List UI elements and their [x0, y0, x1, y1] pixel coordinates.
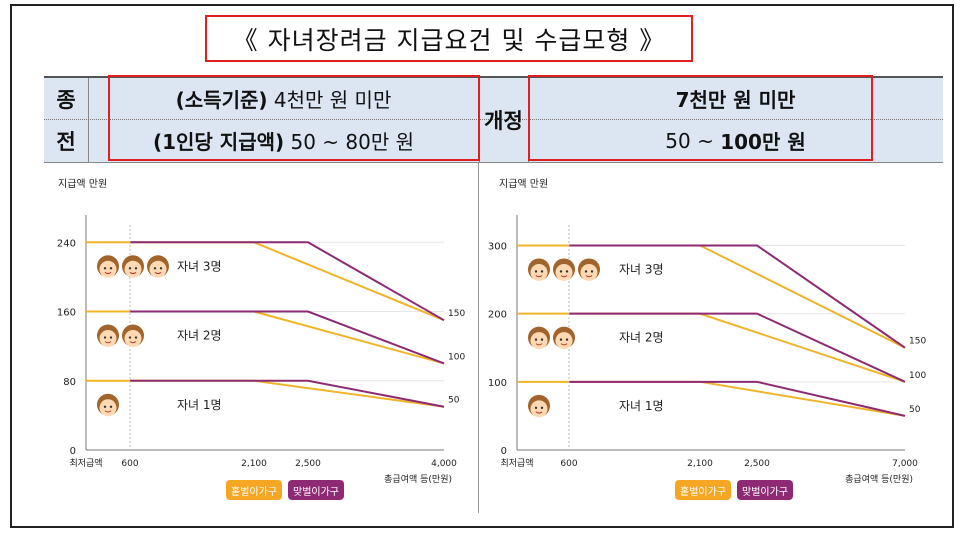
page-title: 《 자녀장려금 지급요건 및 수급모형 》 [205, 15, 693, 62]
series-line-single [517, 380, 906, 417]
series-line-dual [569, 312, 906, 383]
y-tick-label: 160 [57, 308, 76, 319]
child-face-icon [578, 258, 600, 281]
series-line-single [517, 312, 906, 383]
series-line-single [86, 241, 445, 322]
child-face-icon [97, 255, 119, 278]
x-tick-label: 2,100 [241, 459, 267, 469]
child-count-label: 자녀 1명 [619, 399, 664, 413]
child-count-label: 자녀 2명 [619, 331, 664, 345]
outer-frame [10, 4, 954, 528]
end-value-label: 100 [909, 371, 926, 381]
new-label: 개정 [484, 109, 523, 133]
child-count-label: 자녀 3명 [177, 259, 222, 273]
old-label-1: 종 [56, 87, 76, 112]
series-line-dual [130, 241, 445, 322]
y-tick-label: 80 [63, 377, 76, 388]
new-income-criteria: 7천만 원 미만 [675, 88, 796, 112]
child-face-icon [97, 393, 119, 417]
series-line-dual [130, 379, 445, 408]
x-axis-title: 총급여액 등(만원) [845, 473, 913, 485]
y-tick-label: 240 [57, 238, 76, 249]
y-tick-label: 0 [501, 446, 507, 457]
child-face-icon [147, 255, 169, 278]
old-label-2: 전 [56, 129, 76, 154]
new-highlight-box [528, 75, 873, 161]
y-tick-label: 100 [488, 378, 507, 389]
child-face-icon [553, 326, 575, 350]
old-benefit-chart: 지급액 만원 0 80 160 240 최저급액 600 2,100 2,500 4,000 총급여… [57, 178, 466, 485]
child-face-icon [528, 326, 550, 350]
legend-single-left: 홑벌이가구 [226, 480, 282, 500]
series-line-single [517, 244, 906, 349]
new-benefit-chart: 지급액 만원 0 100 200 300 최저급액 600 2,100 2,500 7,000 총급… [488, 178, 927, 485]
x-tick-label: 최저급액 [69, 457, 102, 469]
x-tick-label: 600 [121, 459, 138, 469]
title-text: 《 자녀장려금 지급요건 및 수급모형 》 [232, 25, 666, 55]
x-tick-label: 4,000 [431, 459, 457, 469]
child-face-icon [97, 324, 119, 348]
series-line-dual [130, 310, 445, 365]
y-tick-label: 0 [70, 446, 76, 457]
x-tick-label: 2,500 [744, 459, 770, 469]
y-tick-label: 300 [488, 241, 507, 252]
end-value-label: 100 [448, 352, 465, 362]
legend-dual-left: 맞벌이가구 [288, 480, 344, 500]
legend-dual-right: 맞벌이가구 [737, 480, 793, 500]
y-axis-title: 지급액 만원 [499, 178, 548, 190]
x-axis-title: 총급여액 등(만원) [384, 473, 452, 485]
series-line-single [86, 379, 445, 408]
child-face-icon [528, 258, 550, 281]
child-face-icon [528, 394, 550, 418]
end-value-label: 150 [448, 309, 465, 319]
x-tick-label: 7,000 [892, 459, 918, 469]
old-highlight-box [108, 75, 480, 161]
child-face-icon [122, 255, 144, 278]
child-face-icon [122, 324, 144, 348]
child-count-label: 자녀 3명 [619, 262, 664, 276]
child-face-icon [553, 258, 575, 281]
legend-single-right: 홑벌이가구 [675, 480, 731, 500]
x-tick-label: 최저급액 [500, 457, 533, 469]
child-count-label: 자녀 1명 [177, 398, 222, 412]
y-axis-title: 지급액 만원 [58, 178, 107, 190]
series-line-dual [569, 380, 906, 417]
x-tick-label: 2,100 [687, 459, 713, 469]
x-tick-label: 2,500 [295, 459, 321, 469]
end-value-label: 50 [448, 396, 460, 406]
end-value-label: 50 [909, 405, 921, 415]
old-income-criteria: (소득기준) 4천만 원 미만 [175, 88, 392, 112]
y-tick-label: 200 [488, 310, 507, 321]
series-line-dual [569, 244, 906, 349]
end-value-label: 150 [909, 337, 926, 347]
comparison-table: 종 전 (소득기준) 4천만 원 미만 (1인당 지급액) 50 ~ 80만 원… [44, 76, 943, 163]
x-tick-label: 600 [560, 459, 577, 469]
new-amount: 50 ~ 100만 원 [665, 128, 806, 155]
old-amount: (1인당 지급액) 50 ~ 80만 원 [152, 130, 415, 154]
chart-divider [478, 163, 479, 513]
child-count-label: 자녀 2명 [177, 329, 222, 343]
